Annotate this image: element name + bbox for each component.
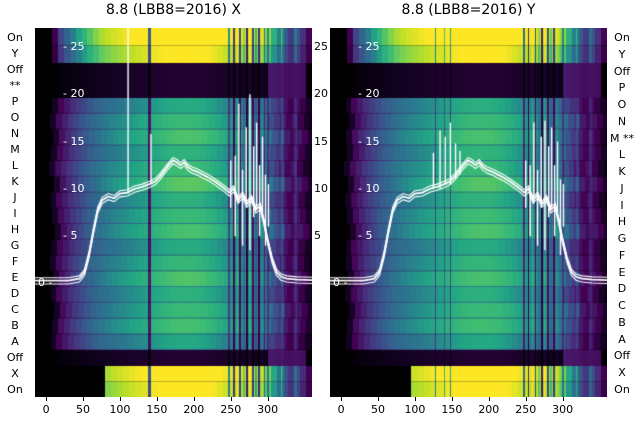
y-tick-label-between: 15 (314, 134, 328, 148)
panel-title-x: 8.8 (LBB8=2016) X (106, 2, 241, 18)
row-label-right: I (620, 198, 624, 212)
row-label-right: L (618, 148, 626, 162)
row-label-left: G (10, 239, 20, 252)
x-tick-mark (562, 397, 564, 401)
x-tick-mark (156, 397, 158, 401)
y-tick-label-between: 20 (314, 87, 328, 101)
row-label-left: On (7, 31, 23, 44)
row-label-right: E (618, 265, 626, 279)
x-tick-mark (193, 397, 195, 401)
y-tick-label-between: 5 (314, 229, 321, 243)
y-tick-label-between: 25 (314, 39, 328, 53)
row-label-left: H (10, 223, 20, 236)
row-label-left: On (7, 383, 23, 396)
row-label-left: Y (11, 47, 19, 60)
row-label-left: C (11, 303, 19, 316)
row-label-left: L (11, 159, 19, 172)
x-tick-label: 150 (441, 403, 463, 416)
row-label-right: K (618, 165, 626, 179)
row-label-left: J (13, 191, 17, 204)
row-label-left: ** (9, 79, 21, 92)
row-label-left: I (13, 207, 17, 220)
x-tick-mark (267, 397, 269, 401)
panel-title-y: 8.8 (LBB8=2016) Y (401, 2, 536, 18)
row-label-right: Off (613, 64, 631, 78)
x-tick-label: 0 (337, 403, 345, 416)
row-label-left: E (11, 271, 19, 284)
x-tick-mark (451, 397, 453, 401)
x-tick-label: 200 (183, 403, 205, 416)
x-tick-mark (230, 397, 232, 401)
x-tick-mark (119, 397, 121, 401)
row-label-left: P (11, 95, 19, 108)
heatmap-canvas-x (35, 28, 312, 397)
row-label-right: J (620, 181, 624, 195)
y-tick-label-between: 10 (314, 181, 328, 195)
x-tick-label: 200 (478, 403, 500, 416)
row-label-right: N (617, 114, 627, 128)
row-label-left: O (10, 111, 20, 124)
row-label-right: H (617, 215, 627, 229)
row-label-left: D (10, 287, 20, 300)
row-label-right: X (618, 366, 626, 380)
row-label-right: Y (618, 47, 626, 61)
x-tick-label: 50 (76, 403, 90, 416)
x-tick-label: 50 (371, 403, 385, 416)
row-label-left: A (11, 335, 19, 348)
x-tick-mark (341, 397, 343, 401)
row-label-right: D (617, 282, 627, 296)
row-label-right: A (618, 332, 626, 346)
row-label-left: M (10, 143, 20, 156)
x-tick-mark (488, 397, 490, 401)
row-label-right: P (618, 81, 626, 95)
x-tick-mark (83, 397, 84, 401)
row-label-right: O (617, 98, 627, 112)
row-label-right: G (617, 232, 627, 246)
row-label-left: X (11, 367, 19, 380)
x-tick-mark (414, 397, 416, 401)
x-tick-label: 250 (220, 403, 242, 416)
x-tick-mark (378, 397, 379, 401)
x-tick-label: 300 (552, 403, 574, 416)
row-label-right: Off (613, 349, 631, 363)
x-tick-label: 300 (257, 403, 279, 416)
row-label-right: M ** (610, 131, 634, 145)
heatmap-canvas-y (330, 28, 607, 397)
row-label-left: N (10, 127, 20, 140)
row-label-left: Off (6, 63, 24, 76)
x-tick-mark (46, 397, 48, 401)
row-label-right: C (618, 299, 626, 313)
x-tick-mark (525, 397, 527, 401)
row-label-right: B (618, 315, 626, 329)
row-label-right: On (614, 31, 630, 44)
row-label-left: Off (6, 351, 24, 364)
row-label-left: B (11, 319, 19, 332)
row-label-left: F (11, 255, 19, 268)
row-label-left: K (11, 175, 19, 188)
x-tick-label: 100 (404, 403, 426, 416)
row-label-right: On (614, 382, 630, 396)
x-tick-label: 250 (515, 403, 537, 416)
x-tick-label: 100 (109, 403, 131, 416)
row-label-right: F (618, 248, 626, 262)
x-tick-label: 0 (42, 403, 50, 416)
x-tick-label: 150 (146, 403, 168, 416)
